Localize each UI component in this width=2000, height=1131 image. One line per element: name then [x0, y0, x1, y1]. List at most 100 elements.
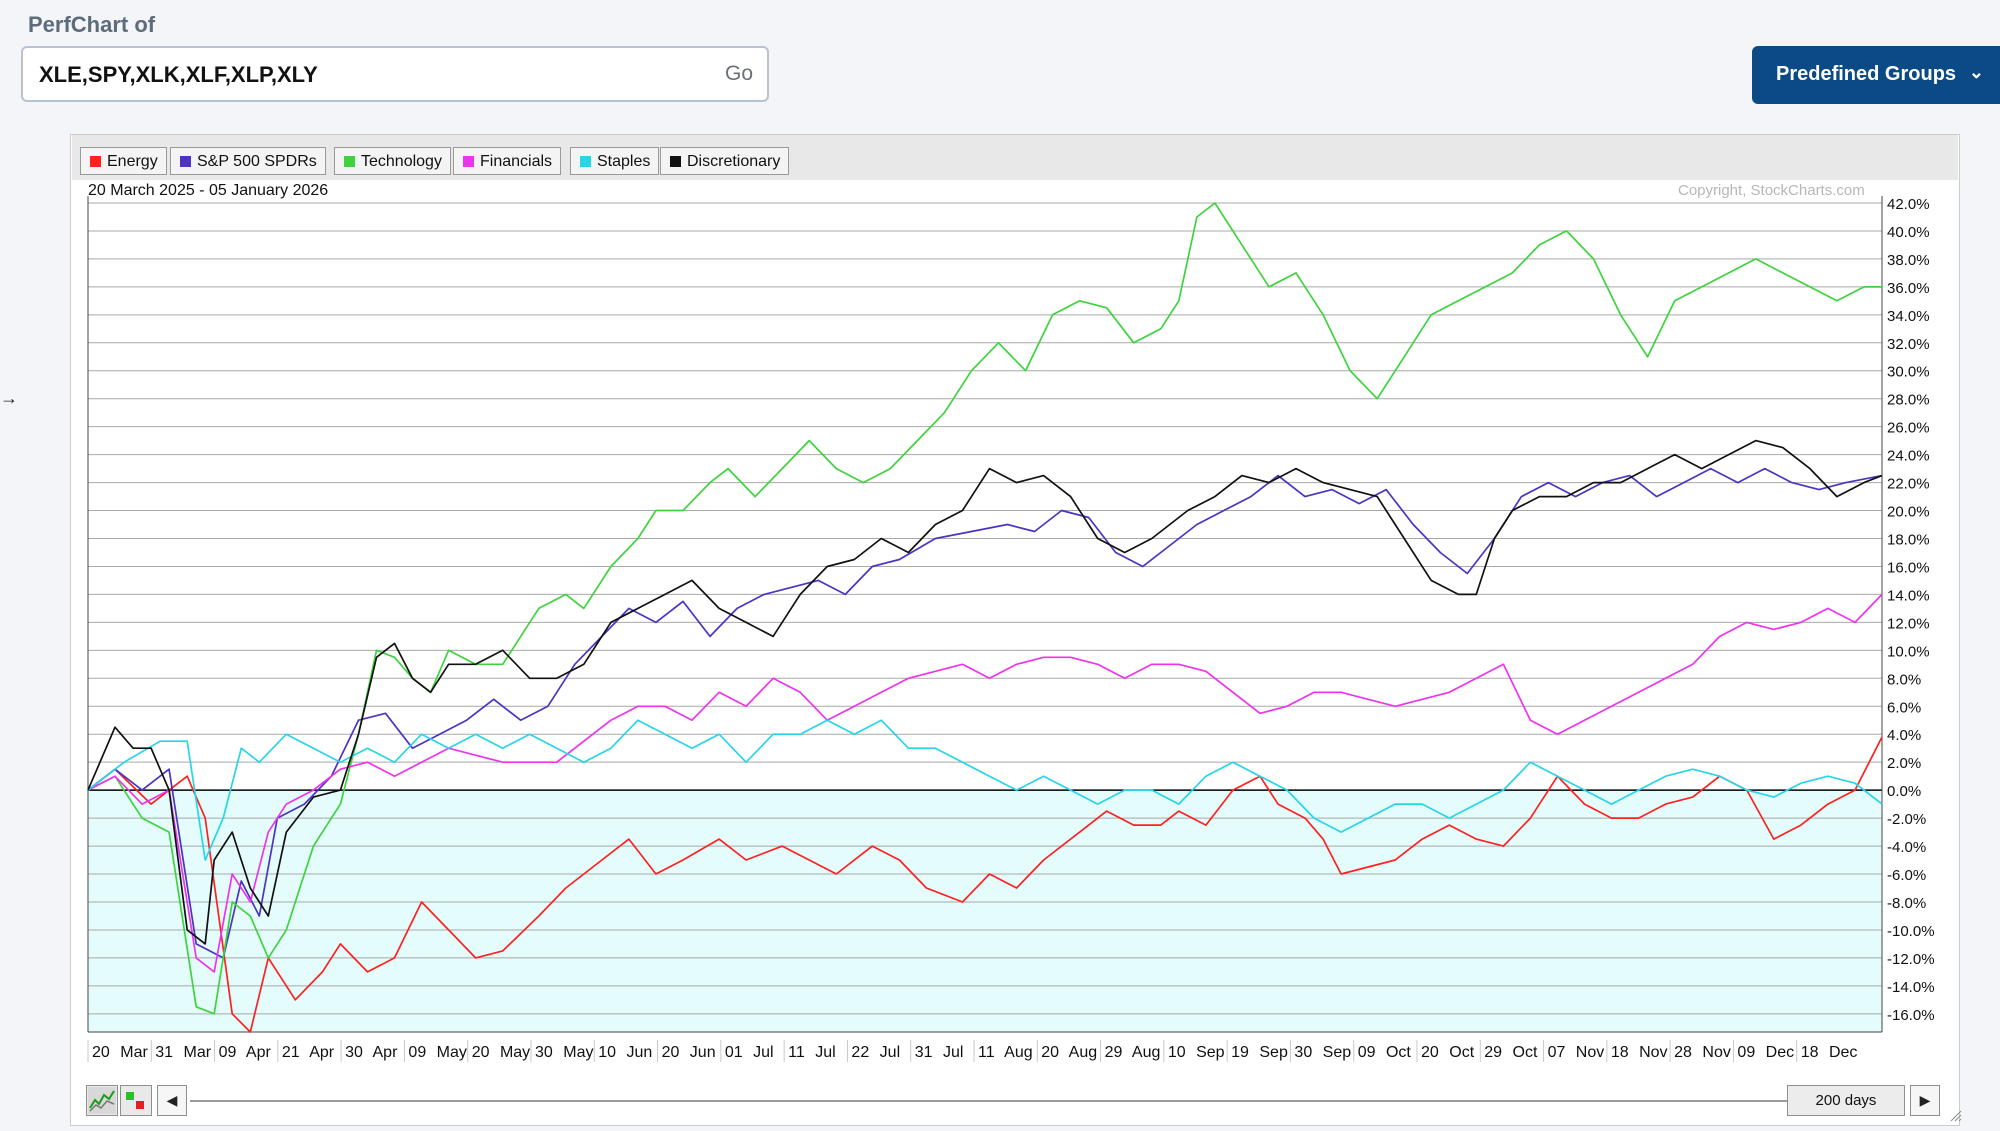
y-tick-label: 8.0% — [1887, 671, 1921, 688]
x-tick-label: 19 Sep — [1231, 1044, 1288, 1061]
discretionary-swatch — [670, 156, 681, 167]
legend-item-spy[interactable]: S&P 500 SPDRs — [170, 147, 326, 175]
y-tick-label: -6.0% — [1887, 867, 1926, 884]
legend-label: Staples — [597, 153, 651, 170]
legend-label: Technology — [361, 153, 442, 170]
predefined-groups-label: Predefined Groups — [1776, 63, 1957, 85]
x-tick-label: 09 Apr — [219, 1044, 272, 1061]
legend-item-energy[interactable]: Energy — [80, 147, 167, 175]
x-tick-label: 29 Aug — [1105, 1044, 1161, 1061]
x-tick-label: 28 Nov — [1674, 1044, 1731, 1061]
series-line-discretionary — [87, 439, 1883, 945]
legend-label: Discretionary — [687, 153, 781, 170]
y-tick-label: 34.0% — [1887, 308, 1930, 325]
y-tick-label: -14.0% — [1887, 979, 1935, 996]
y-tick-label: -8.0% — [1887, 895, 1926, 912]
x-tick-label: 10 Jun — [598, 1044, 652, 1061]
y-tick-label: 16.0% — [1887, 559, 1930, 576]
legend-item-financials[interactable]: Financials — [453, 147, 562, 175]
staples-swatch — [580, 156, 591, 167]
x-tick-label: 29 Oct — [1484, 1044, 1538, 1061]
date-range-label: 20 March 2025 - 05 January 2026 — [88, 182, 329, 199]
plot-area-lower — [88, 790, 1882, 1032]
x-tick-label: 30 May — [535, 1044, 593, 1061]
y-tick-label: 18.0% — [1887, 532, 1930, 549]
series-line-s-p-500-spdrs — [87, 467, 1883, 959]
histogram-icon — [126, 1092, 144, 1109]
y-tick-label: 22.0% — [1887, 476, 1930, 493]
copyright-label: Copyright, StockCharts.com — [1678, 182, 1865, 199]
right-arrow-icon: ▶ — [1919, 1092, 1931, 1108]
y-tick-label: 4.0% — [1887, 727, 1921, 744]
y-tick-label: 20.0% — [1887, 504, 1930, 521]
y-tick-label: 2.0% — [1887, 755, 1921, 772]
y-tick-label: -4.0% — [1887, 839, 1926, 856]
x-tick-label: 21 Apr — [282, 1044, 335, 1061]
y-tick-label: -10.0% — [1887, 923, 1935, 940]
technology-swatch — [344, 156, 355, 167]
y-tick-label: 24.0% — [1887, 448, 1930, 465]
go-button[interactable]: Go — [724, 62, 753, 85]
y-tick-label: 32.0% — [1887, 336, 1930, 353]
legend-label: S&P 500 SPDRs — [197, 153, 317, 170]
x-tick-label: 18 Dec — [1801, 1044, 1858, 1061]
legend-item-technology[interactable]: Technology — [334, 147, 451, 175]
x-tick-label: 09 May — [408, 1044, 466, 1061]
x-tick-label: 07 Nov — [1548, 1044, 1605, 1061]
resize-grip-icon[interactable] — [1948, 1108, 1962, 1122]
x-tick-label: 11 Aug — [978, 1044, 1033, 1061]
y-tick-label: 30.0% — [1887, 364, 1930, 381]
y-tick-label: 14.0% — [1887, 587, 1930, 604]
energy-swatch — [90, 156, 101, 167]
chevron-down-icon: ⌄ — [1968, 62, 1984, 82]
spy-swatch — [180, 156, 191, 167]
series-line-financials — [87, 593, 1883, 973]
scroll-right-button[interactable]: ▶ — [1910, 1085, 1940, 1116]
x-tick-label: 09 Oct — [1358, 1044, 1412, 1061]
y-tick-label: 38.0% — [1887, 252, 1930, 269]
series-line-staples — [87, 719, 1883, 861]
symbol-input-value[interactable]: XLE,SPY,XLK,XLF,XLP,XLY — [39, 62, 318, 87]
line-chart-icon — [88, 1087, 116, 1114]
symbol-input[interactable]: XLE,SPY,XLK,XLF,XLP,XLY Go — [21, 46, 769, 102]
x-tick-label: 20 Mar — [92, 1044, 148, 1061]
y-tick-label: -2.0% — [1887, 811, 1926, 828]
x-tick-label: 20 May — [472, 1044, 530, 1061]
y-tick-label: 42.0% — [1887, 196, 1930, 213]
x-tick-label: 20 Jun — [662, 1044, 716, 1061]
scroll-left-button[interactable]: ◀ — [157, 1085, 187, 1116]
y-tick-label: 0.0% — [1887, 783, 1921, 800]
x-tick-label: 11 Jul — [788, 1044, 836, 1061]
cursor-icon: → — [0, 388, 18, 408]
x-tick-label: 09 Dec — [1737, 1044, 1794, 1061]
x-tick-label: 30 Sep — [1294, 1044, 1351, 1061]
x-tick-label: 01 Jul — [725, 1044, 774, 1061]
predefined-groups-button[interactable]: Predefined Groups ⌄ — [1752, 46, 2000, 104]
plot-area-upper — [88, 196, 1882, 791]
x-tick-label: 18 Nov — [1611, 1044, 1668, 1061]
y-tick-label: -16.0% — [1887, 1007, 1935, 1024]
legend-item-staples[interactable]: Staples — [570, 147, 660, 175]
perfchart-label: PerfChart of — [28, 12, 156, 37]
legend-item-discretionary[interactable]: Discretionary — [660, 147, 790, 175]
y-tick-label: -12.0% — [1887, 951, 1935, 968]
x-tick-label: 10 Sep — [1168, 1044, 1225, 1061]
x-tick-label: 31 Mar — [155, 1044, 211, 1061]
series-line-energy — [87, 736, 1883, 1033]
left-arrow-icon: ◀ — [166, 1092, 178, 1108]
days-selector[interactable]: 200 days — [1787, 1085, 1905, 1116]
x-tick-label: 30 Apr — [345, 1044, 398, 1061]
x-tick-label: 22 Jul — [851, 1044, 900, 1061]
y-tick-label: 36.0% — [1887, 280, 1930, 297]
date-slider-track[interactable] — [190, 1100, 1790, 1102]
y-tick-label: 28.0% — [1887, 392, 1930, 409]
x-tick-label: 20 Oct — [1421, 1044, 1475, 1061]
line-chart-mode-button[interactable] — [86, 1085, 118, 1116]
y-tick-label: 40.0% — [1887, 224, 1930, 241]
y-tick-label: 12.0% — [1887, 615, 1930, 632]
financials-swatch — [463, 156, 474, 167]
y-tick-label: 26.0% — [1887, 420, 1930, 437]
histogram-mode-button[interactable] — [120, 1085, 152, 1116]
x-tick-label: 20 Aug — [1041, 1044, 1097, 1061]
